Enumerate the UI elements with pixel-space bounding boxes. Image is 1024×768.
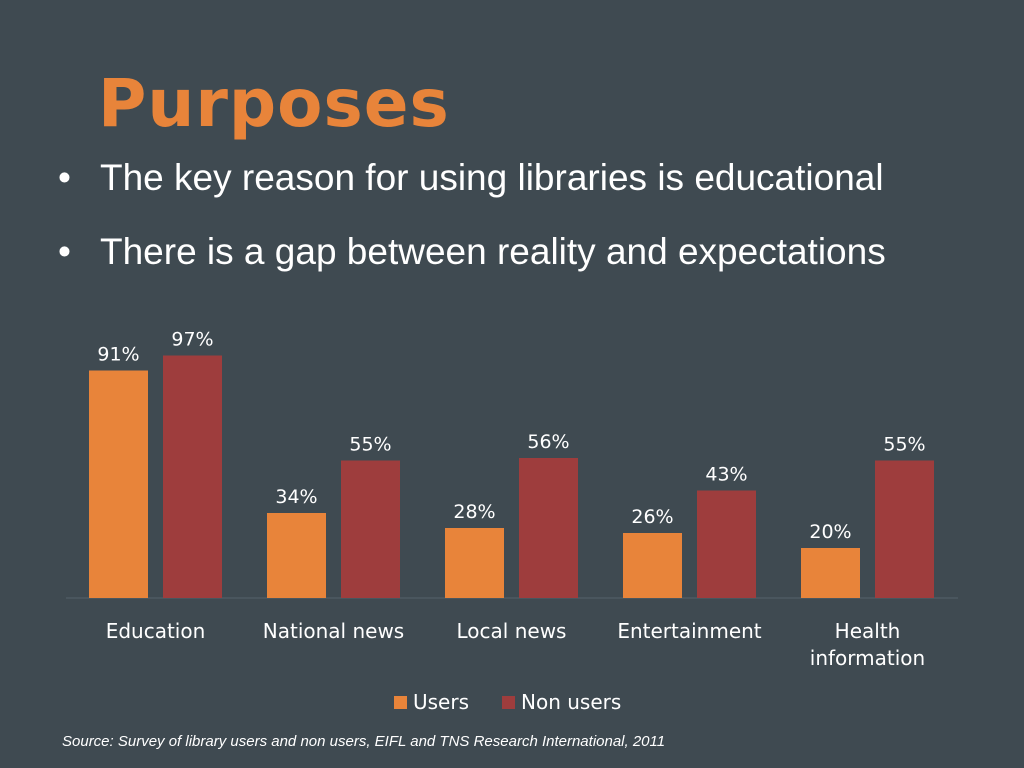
legend-swatch-non-users <box>502 696 515 709</box>
bar-non-users <box>341 460 400 598</box>
bar-non-users <box>519 458 578 598</box>
data-label: 20% <box>809 521 851 543</box>
data-label: 91% <box>97 344 139 366</box>
data-label: 97% <box>171 329 213 351</box>
x-tick-label: Health information <box>810 619 925 670</box>
data-label: 34% <box>275 486 317 508</box>
data-label: 55% <box>883 434 925 456</box>
bar-non-users <box>697 490 756 598</box>
data-label: 55% <box>349 434 391 456</box>
bullet-list: • The key reason for using libraries is e… <box>58 152 886 300</box>
data-label: 56% <box>527 431 569 453</box>
x-tick-label: National news <box>263 619 404 643</box>
x-tick-label: Local news <box>457 619 567 643</box>
legend-swatch-users <box>394 696 407 709</box>
bar-users <box>89 370 148 598</box>
slide-title: Purposes <box>98 65 450 142</box>
bar-users <box>445 528 504 598</box>
x-tick-label: Entertainment <box>617 619 761 643</box>
bullet-item: • The key reason for using libraries is e… <box>58 152 886 204</box>
data-label: 28% <box>453 501 495 523</box>
bar-non-users <box>875 460 934 598</box>
x-tick-label: Education <box>106 619 206 643</box>
legend-label-users: Users <box>413 690 469 714</box>
bullet-dot: • <box>58 231 71 272</box>
bullet-text: There is a gap between reality and expec… <box>100 231 886 272</box>
bar-users <box>623 533 682 598</box>
bar-users <box>801 548 860 598</box>
bullet-dot: • <box>58 157 71 198</box>
legend-label-non-users: Non users <box>521 690 621 714</box>
bar-users <box>267 513 326 598</box>
bullet-item: • There is a gap between reality and expe… <box>58 226 886 278</box>
source-note: Source: Survey of library users and non … <box>62 733 666 750</box>
bullet-text: The key reason for using libraries is ed… <box>100 157 884 198</box>
data-label: 43% <box>705 464 747 486</box>
bar-chart: 91% 97% Education 34% 55% National news 28% 56%… <box>66 329 958 714</box>
data-label: 26% <box>631 506 673 528</box>
bar-non-users <box>163 355 222 598</box>
